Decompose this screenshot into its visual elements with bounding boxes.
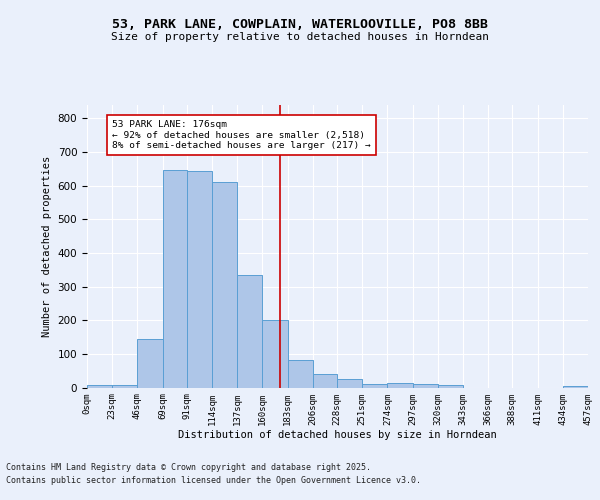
Text: 53 PARK LANE: 176sqm
← 92% of detached houses are smaller (2,518)
8% of semi-det: 53 PARK LANE: 176sqm ← 92% of detached h… xyxy=(112,120,371,150)
Bar xyxy=(388,384,413,388)
Bar xyxy=(438,385,463,388)
X-axis label: Distribution of detached houses by size in Horndean: Distribution of detached houses by size … xyxy=(178,430,497,440)
Bar xyxy=(262,320,287,388)
Text: Size of property relative to detached houses in Horndean: Size of property relative to detached ho… xyxy=(111,32,489,42)
Bar xyxy=(137,338,163,388)
Bar xyxy=(337,379,362,388)
Bar xyxy=(413,384,438,388)
Bar xyxy=(187,171,212,388)
Text: Contains public sector information licensed under the Open Government Licence v3: Contains public sector information licen… xyxy=(6,476,421,485)
Bar xyxy=(212,182,237,388)
Bar xyxy=(362,384,388,388)
Bar xyxy=(112,385,137,388)
Bar xyxy=(163,170,187,388)
Bar xyxy=(237,275,262,388)
Bar xyxy=(287,360,313,388)
Text: Contains HM Land Registry data © Crown copyright and database right 2025.: Contains HM Land Registry data © Crown c… xyxy=(6,464,371,472)
Bar xyxy=(313,374,337,388)
Y-axis label: Number of detached properties: Number of detached properties xyxy=(42,156,52,337)
Bar xyxy=(87,385,112,388)
Bar xyxy=(563,386,588,388)
Text: 53, PARK LANE, COWPLAIN, WATERLOOVILLE, PO8 8BB: 53, PARK LANE, COWPLAIN, WATERLOOVILLE, … xyxy=(112,18,488,30)
